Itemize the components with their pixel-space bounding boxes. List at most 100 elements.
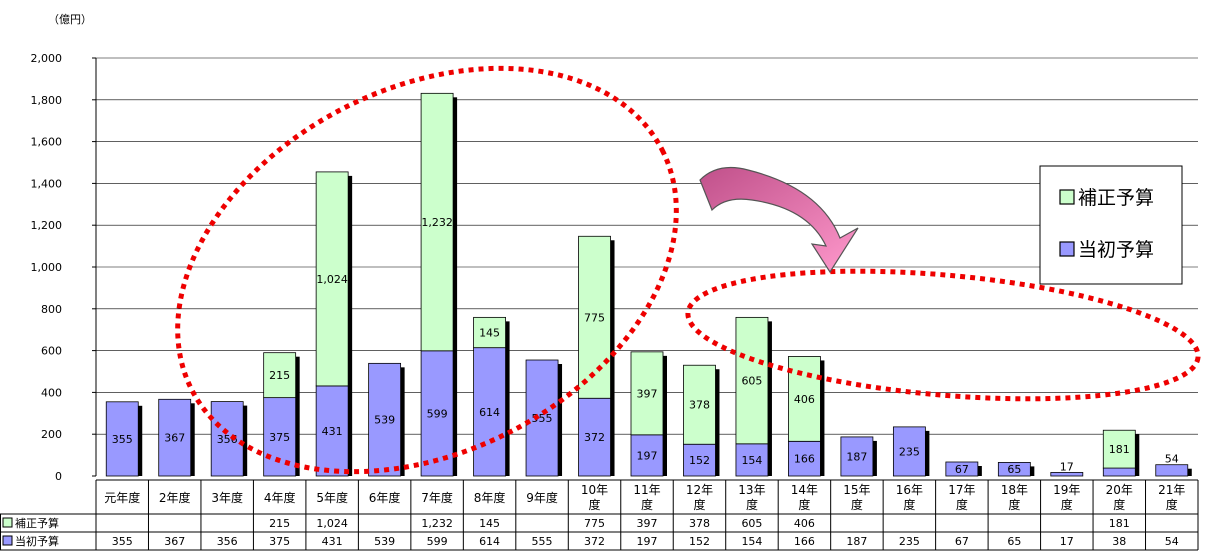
category-label: 20年度 xyxy=(1106,483,1133,512)
y-tick-label: 1,400 xyxy=(31,177,63,190)
data-label-supplementary: 145 xyxy=(479,327,500,340)
bar-initial xyxy=(1155,464,1189,477)
table-cell: 235 xyxy=(899,535,920,548)
bar-supplementary xyxy=(420,92,454,352)
table-cell: 152 xyxy=(689,535,710,548)
table-cell: 154 xyxy=(741,535,762,548)
data-table: 元年度 2年度 3年度 4年度 5年度 6年度 7年度 8年度 9年度 10年度 11年度 12年度 1… xyxy=(0,479,1199,551)
y-tick-label: 200 xyxy=(41,428,62,441)
category-label: 13年度 xyxy=(738,483,765,512)
bar-initial xyxy=(735,443,769,477)
data-label-initial: 187 xyxy=(846,450,867,463)
table-cell: 181 xyxy=(1109,517,1130,530)
table-cell: 555 xyxy=(532,535,553,548)
data-label-initial: 154 xyxy=(741,454,762,467)
y-tick-label: 600 xyxy=(41,345,62,358)
bar-initial xyxy=(1050,472,1084,477)
data-label-initial: 355 xyxy=(112,433,133,446)
legend-entry: 当初予算 xyxy=(1059,239,1154,261)
category-label: 4年度 xyxy=(264,490,296,505)
bar-initial xyxy=(105,401,139,477)
category-label: 10年度 xyxy=(581,483,608,512)
annotations xyxy=(175,65,1201,475)
legend-key-swatch xyxy=(2,535,13,546)
bar-initial xyxy=(158,398,192,477)
data-label-supplementary: 378 xyxy=(689,399,710,412)
table-cell: 187 xyxy=(846,535,867,548)
data-label-initial: 599 xyxy=(427,407,448,420)
table-cell: 38 xyxy=(1112,535,1126,548)
legend-swatch xyxy=(1059,241,1075,257)
data-label-initial: 197 xyxy=(637,449,658,462)
dotted-ellipse-left xyxy=(175,65,679,475)
bar-initial xyxy=(840,436,874,477)
table-row-header: 補正予算 xyxy=(15,516,59,530)
category-label: 5年度 xyxy=(316,490,348,505)
table-cell: 17 xyxy=(1060,535,1074,548)
table-cell: 539 xyxy=(374,535,395,548)
bar-initial xyxy=(1102,467,1136,477)
bar-supplementary xyxy=(578,235,611,399)
data-label-initial: 54 xyxy=(1165,453,1179,466)
legend-swatch xyxy=(1059,189,1075,205)
category-label: 3年度 xyxy=(211,490,243,505)
bar-initial xyxy=(788,440,821,477)
data-label-supplementary: 215 xyxy=(269,369,290,382)
dotted-ellipse-right xyxy=(685,268,1201,402)
table-cell: 145 xyxy=(479,517,500,530)
data-label-initial: 372 xyxy=(584,431,605,444)
y-tick-label: 1,000 xyxy=(31,261,63,274)
legend-label: 補正予算 xyxy=(1078,187,1154,209)
table-cell: 431 xyxy=(322,535,343,548)
legend-box xyxy=(1039,165,1183,285)
category-label: 16年度 xyxy=(896,483,923,512)
bar-initial xyxy=(997,462,1031,477)
category-label: 元年度 xyxy=(104,490,140,505)
legend-entry: 補正予算 xyxy=(1059,187,1154,209)
table-cell: 166 xyxy=(794,535,815,548)
table-row: 当初予算 355 367 356 375 431 539 599 614 555 372 197 152… xyxy=(2,534,1179,548)
y-tick-label: 800 xyxy=(41,303,62,316)
data-label-supplementary: 1,024 xyxy=(316,273,348,286)
bar-supplementary xyxy=(1102,429,1136,469)
table-cell: 54 xyxy=(1165,535,1179,548)
table-cell: 215 xyxy=(269,517,290,530)
data-label-supplementary: 397 xyxy=(637,387,658,400)
table-cell: 406 xyxy=(794,517,815,530)
category-label: 8年度 xyxy=(474,490,506,505)
category-label: 11年度 xyxy=(633,483,660,512)
table-cell: 378 xyxy=(689,517,710,530)
bar-initial xyxy=(420,350,454,477)
table-cell: 65 xyxy=(1007,535,1021,548)
bar-supplementary xyxy=(788,356,821,442)
bar-supplementary xyxy=(735,316,769,445)
table-row-header: 当初予算 xyxy=(15,534,59,548)
data-label-initial: 17 xyxy=(1060,460,1074,473)
curved-arrow xyxy=(699,167,859,274)
table-cell: 197 xyxy=(637,535,658,548)
y-tick-label: 1,200 xyxy=(31,219,63,232)
bar-initial xyxy=(525,359,559,477)
data-label-initial: 375 xyxy=(269,431,290,444)
data-label-initial: 166 xyxy=(794,453,815,466)
bar-initial xyxy=(263,397,297,477)
data-label-supplementary: 775 xyxy=(584,311,605,324)
legend-label: 当初予算 xyxy=(1078,239,1154,261)
category-label: 15年度 xyxy=(843,483,870,512)
y-tick-label: 0 xyxy=(55,470,62,483)
bar-initial xyxy=(683,443,716,477)
y-tick-label: 1,800 xyxy=(31,94,63,107)
bar-initial xyxy=(315,385,349,477)
category-label: 18年度 xyxy=(1001,483,1028,512)
legend-key-swatch xyxy=(2,517,13,528)
bar-supplementary xyxy=(263,352,297,399)
y-axis-unit-label: （億円） xyxy=(48,13,92,26)
table-cell: 775 xyxy=(584,517,605,530)
table-cell: 67 xyxy=(955,535,969,548)
table-cell: 1,232 xyxy=(421,517,453,530)
data-label-supplementary: 406 xyxy=(794,393,815,406)
table-cell: 397 xyxy=(637,517,658,530)
y-tick-label: 2,000 xyxy=(31,52,63,65)
